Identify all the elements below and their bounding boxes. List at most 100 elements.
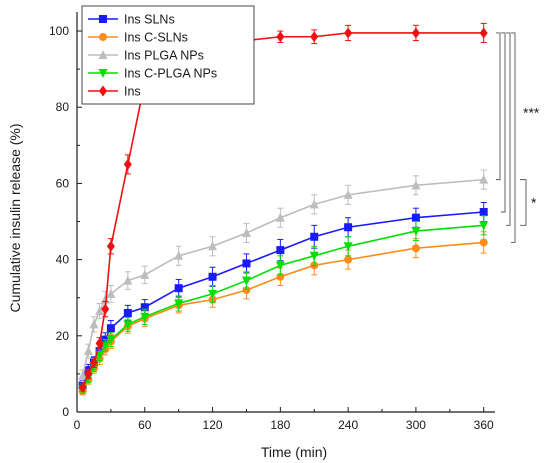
data-point-ins-slns (344, 223, 353, 232)
legend-marker (98, 50, 108, 59)
data-point-ins-slns (479, 208, 488, 216)
data-point-ins-plga-nps (479, 174, 489, 184)
x-tick-label: 180 (270, 418, 290, 432)
data-point-ins-slns (208, 272, 217, 281)
data-point-ins-c-plga-nps (275, 261, 285, 271)
data-point-ins-c-slns (479, 238, 488, 247)
y-tick-label: 40 (56, 253, 70, 267)
data-point-ins (123, 158, 132, 170)
data-point-ins-slns (123, 308, 132, 317)
data-point-ins-c-plga-nps (208, 289, 218, 299)
bracket-ins-vs-ins-slns (501, 32, 506, 213)
data-point-ins-c-plga-nps (479, 221, 489, 231)
bracket-ins-vs-ins-c-slns (511, 32, 516, 243)
y-axis-ticks: 0 20 40 60 80 100 (49, 24, 82, 419)
legend-item-ins-plga-nps: Ins PLGA NPs (88, 49, 204, 63)
data-point-ins-plga-nps (208, 241, 218, 251)
x-tick-label: 300 (406, 418, 426, 432)
data-point-ins-c-plga-nps (241, 276, 251, 286)
bracket-plga-vs-cplga (520, 179, 527, 226)
significance-label-ins-vs-all: *** (523, 105, 540, 121)
data-point-ins-c-plga-nps (343, 242, 353, 252)
x-axis-ticks: 0 60 120 180 240 300 360 (74, 407, 494, 432)
data-point-ins (310, 31, 319, 43)
data-point-ins-c-plga-nps (140, 312, 150, 322)
legend-item-ins: Ins (88, 85, 141, 99)
significance-label-plga-vs-cplga: * (531, 194, 537, 210)
data-point-ins-c-plga-nps (123, 320, 133, 330)
legend-label: Ins C-SLNs (124, 31, 188, 45)
data-point-ins-slns (140, 303, 149, 312)
series-line-ins-slns (81, 211, 484, 386)
data-point-ins (95, 337, 104, 349)
legend-marker (99, 15, 107, 23)
x-axis-title: Time (min) (261, 444, 327, 460)
data-point-ins (344, 27, 353, 39)
y-axis-title: Cumulative insulin release (%) (7, 123, 23, 312)
legend-label: Ins C-PLGA NPs (124, 67, 217, 81)
data-point-ins-slns (310, 232, 319, 241)
data-point-ins (84, 368, 93, 380)
series-line-ins-c-plga-nps (81, 224, 484, 390)
data-point-ins (276, 31, 285, 43)
data-point-ins-plga-nps (83, 346, 93, 356)
data-point-ins-plga-nps (95, 306, 105, 316)
legend-label: Ins PLGA NPs (124, 49, 204, 63)
data-point-ins-plga-nps (89, 319, 99, 329)
series-ins-c-plga-nps (78, 215, 489, 395)
data-point-ins-plga-nps (106, 288, 116, 298)
data-point-ins-c-plga-nps (309, 251, 319, 261)
data-point-ins-c-slns (411, 244, 420, 253)
data-point-ins-plga-nps (123, 275, 133, 285)
legend-item-ins-slns: Ins SLNs (88, 13, 175, 27)
data-point-ins-plga-nps (411, 180, 421, 190)
data-point-ins (78, 381, 87, 393)
data-point-ins-plga-nps (343, 189, 353, 199)
data-point-ins-c-slns (242, 286, 251, 295)
legend-label: Ins (124, 85, 141, 99)
y-tick-label: 80 (56, 100, 70, 114)
y-tick-label: 60 (56, 176, 70, 190)
x-tick-label: 360 (474, 418, 494, 432)
series-ins-plga-nps (78, 169, 489, 383)
legend: Ins SLNs Ins C-SLNs Ins PLGA NPs Ins C-PLGA… (81, 5, 255, 105)
legend-marker (98, 69, 108, 78)
legend-marker (99, 33, 107, 41)
legend-item-ins-c-plga-nps: Ins C-PLGA NPs (88, 67, 217, 81)
legend-marker (99, 85, 107, 97)
data-point-ins-plga-nps (140, 269, 150, 279)
data-point-ins-c-plga-nps (106, 335, 116, 345)
x-tick-label: 0 (74, 418, 81, 432)
x-tick-label: 60 (138, 418, 152, 432)
data-point-ins (106, 240, 115, 252)
data-point-ins-slns (106, 324, 115, 333)
data-point-ins (479, 27, 488, 39)
legend-items: Ins SLNs Ins C-SLNs Ins PLGA NPs Ins C-PLGA… (88, 13, 217, 99)
legend-label: Ins SLNs (124, 13, 175, 27)
x-tick-label: 240 (338, 418, 358, 432)
plot-area (78, 22, 489, 396)
data-point-ins-c-plga-nps (174, 299, 184, 309)
data-point-ins (101, 303, 110, 315)
data-point-ins-slns (411, 213, 420, 222)
data-point-ins (411, 27, 420, 39)
bracket-ins-vs-ins-plga-nps (496, 32, 501, 181)
data-point-ins-plga-nps (309, 199, 319, 209)
y-tick-label: 100 (49, 24, 69, 38)
y-tick-label: 0 (62, 405, 69, 419)
series-line-ins-plga-nps (81, 178, 484, 376)
data-point-ins-slns (174, 284, 183, 293)
data-point-ins-slns (276, 246, 285, 255)
significance-brackets: *** * (496, 32, 540, 243)
legend-item-ins-c-slns: Ins C-SLNs (88, 31, 188, 45)
data-point-ins-plga-nps (275, 212, 285, 222)
bracket-ins-vs-ins-c-plga-nps (506, 32, 511, 226)
data-point-ins-plga-nps (78, 370, 88, 380)
data-point-ins-plga-nps (241, 227, 251, 237)
x-tick-label: 120 (203, 418, 223, 432)
y-tick-label: 20 (56, 329, 70, 343)
data-point-ins-c-plga-nps (411, 227, 421, 237)
data-point-ins-c-slns (344, 255, 353, 264)
data-point-ins-slns (242, 259, 251, 268)
